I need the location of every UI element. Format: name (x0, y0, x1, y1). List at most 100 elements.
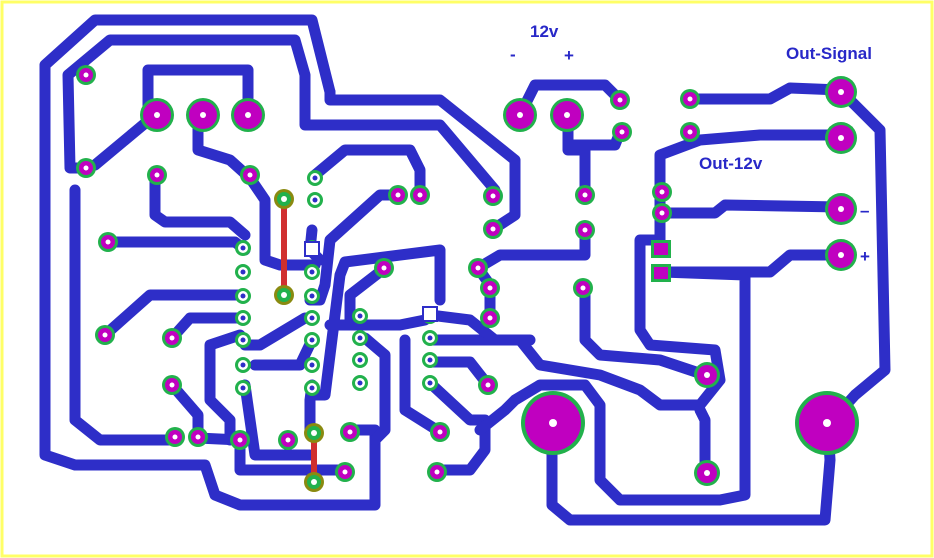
trace (474, 266, 751, 506)
trace (694, 404, 711, 476)
pad-small (478, 375, 498, 395)
pad-small (652, 203, 672, 223)
supply-minus-label: - (510, 45, 516, 64)
pad-small (610, 90, 630, 110)
pad-small (427, 462, 447, 482)
trace (149, 169, 251, 241)
trace (399, 334, 446, 438)
out-plus-label: + (860, 247, 870, 266)
jumper-pad (274, 285, 294, 305)
supply-plus-label: + (564, 46, 574, 65)
pad-small (304, 357, 320, 373)
trace (309, 144, 426, 201)
pad-small (235, 240, 251, 256)
trace (344, 262, 391, 326)
pad-small (422, 330, 438, 346)
trace (204, 329, 246, 446)
pad-small (573, 278, 593, 298)
trace (239, 312, 311, 351)
jumper-pad (304, 423, 324, 443)
trace (39, 14, 381, 511)
large-pads (521, 391, 859, 455)
pad-small (162, 328, 182, 348)
pad-small (278, 430, 298, 450)
pad-small (240, 165, 260, 185)
pad-small (165, 427, 185, 447)
pad-small (422, 375, 438, 391)
pad-small (235, 380, 251, 396)
pad-small (374, 258, 394, 278)
pad-small (483, 219, 503, 239)
pad-small (352, 352, 368, 368)
trace (324, 314, 431, 331)
pad-medium (550, 98, 584, 132)
pad-small (147, 165, 167, 185)
trace (359, 332, 391, 446)
pad-square (422, 306, 438, 322)
pad-medium (825, 76, 857, 108)
pad-square (654, 267, 668, 279)
pad-medium (825, 239, 857, 271)
medium-pads (140, 76, 857, 486)
trace (472, 224, 591, 274)
pad-small (98, 232, 118, 252)
trace (579, 282, 711, 381)
pad-small (652, 182, 672, 202)
out-12v-label: Out-12v (699, 154, 763, 173)
trace (424, 377, 491, 476)
pad-small (162, 375, 182, 395)
pad-small (352, 375, 368, 391)
pad-small (388, 185, 408, 205)
pad-small (235, 288, 251, 304)
pad-square (654, 243, 668, 255)
pad-small (76, 65, 96, 85)
pad-small (304, 332, 320, 348)
jumper-pad (274, 189, 294, 209)
trace (62, 34, 501, 196)
pad-small (307, 192, 323, 208)
pad-medium (503, 98, 537, 132)
pad-small (304, 264, 320, 280)
supply-label: 12v (530, 22, 559, 41)
jumper-pads (274, 189, 324, 492)
pad-small (304, 380, 320, 396)
pad-small (352, 308, 368, 324)
pad-small (680, 89, 700, 109)
pad-small (575, 185, 595, 205)
trace (69, 184, 181, 446)
pad-large (795, 391, 859, 455)
trace (99, 289, 246, 341)
out-minus-label: – (860, 201, 869, 220)
pad-small (76, 158, 96, 178)
trace (239, 379, 316, 461)
pad-small (483, 186, 503, 206)
pad-large (521, 391, 585, 455)
small-pads (76, 65, 700, 482)
pad-medium (140, 98, 174, 132)
pad-small (230, 430, 250, 450)
trace (192, 432, 351, 476)
pad-small (235, 357, 251, 373)
trace (324, 86, 521, 234)
pad-small (307, 170, 323, 186)
trace (192, 109, 256, 184)
pad-small (95, 325, 115, 345)
pad-medium (186, 98, 220, 132)
pad-small (575, 220, 595, 240)
pad-small (468, 258, 488, 278)
pad-small (235, 332, 251, 348)
pad-small (422, 352, 438, 368)
jumper-pad (304, 472, 324, 492)
pad-small (352, 330, 368, 346)
copper-traces (39, 14, 891, 526)
pad-medium (825, 193, 857, 225)
pad-medium (694, 362, 720, 388)
pad-small (410, 185, 430, 205)
pad-small (480, 278, 500, 298)
pad-small (304, 288, 320, 304)
pad-small (680, 122, 700, 142)
pad-medium (694, 460, 720, 486)
trace (142, 64, 254, 121)
pad-small (430, 422, 450, 442)
